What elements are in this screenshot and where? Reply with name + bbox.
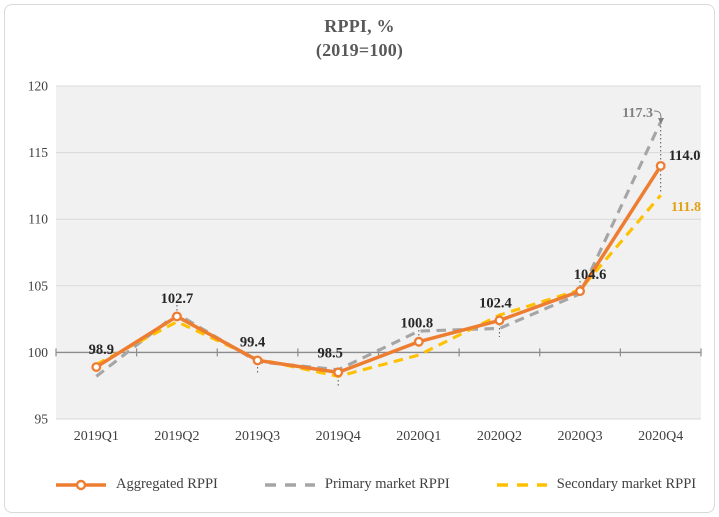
x-axis-tick-label: 2020Q3 <box>558 429 603 444</box>
data-label: 100.8 <box>401 316 434 332</box>
legend-label-primary: Primary market RPPI <box>324 476 450 492</box>
data-label: 102.4 <box>479 295 512 311</box>
y-axis-tick-label: 100 <box>28 345 49 360</box>
data-label: 99.4 <box>240 334 265 350</box>
legend-label-aggregated: Aggregated RPPI <box>116 476 218 492</box>
data-point-marker-2020Q2 <box>494 315 505 326</box>
data-point-marker-2020Q1 <box>413 336 424 347</box>
data-label: 98.9 <box>89 342 114 358</box>
x-axis-tick-label: 2019Q3 <box>235 429 280 444</box>
data-label-secondary-end: 111.8 <box>671 200 701 215</box>
callout-arrow <box>653 110 662 120</box>
legend-marker-secondary-dashed-line-icon <box>496 482 547 487</box>
legend: Aggregated RPPI Primary market RPPI Seco… <box>55 476 699 493</box>
x-axis-tick-label: 2020Q2 <box>477 429 522 444</box>
legend-item-secondary-market-rppi: Secondary market RPPI <box>496 476 696 493</box>
data-point-marker-2020Q3 <box>575 286 586 297</box>
x-axis-tick-label: 2020Q4 <box>638 429 683 444</box>
chart-title-line1: RPPI, % <box>324 16 395 36</box>
plot-background <box>56 86 701 419</box>
x-axis-tick-label: 2019Q1 <box>74 429 119 444</box>
data-point-marker-2019Q1 <box>91 362 102 373</box>
legend-marker-aggregated-line-icon <box>56 479 106 490</box>
chart-title-line2: (2019=100) <box>315 40 404 60</box>
x-axis-tick-label: 2020Q1 <box>396 429 441 444</box>
data-label: 104.6 <box>574 267 607 283</box>
x-axis-tick-label: 2019Q2 <box>154 429 199 444</box>
series-line-secondary-market-rppi <box>95 194 662 378</box>
legend-item-primary-market-rppi: Primary market RPPI <box>264 476 450 493</box>
data-label: 98.5 <box>318 345 343 361</box>
y-axis-tick-label: 120 <box>28 79 49 94</box>
data-point-marker-2019Q4 <box>333 367 344 378</box>
data-label: 114.0 <box>669 148 701 164</box>
callout-arrowhead <box>658 118 664 124</box>
legend-marker-primary-dashed-line-icon <box>264 482 315 487</box>
data-point-marker-2020Q4 <box>655 160 666 171</box>
y-axis-tick-label: 95 <box>35 412 49 427</box>
y-axis-tick-label: 110 <box>28 212 48 227</box>
series-line-primary-market-rppi <box>95 121 663 378</box>
data-point-marker-2019Q2 <box>171 311 182 322</box>
legend-label-secondary: Secondary market RPPI <box>556 476 697 492</box>
y-axis-tick-label: 115 <box>28 145 48 160</box>
data-label: 102.7 <box>161 291 194 307</box>
x-axis-tick-label: 2019Q4 <box>316 429 361 444</box>
chart-title: RPPI, % (2019=100) <box>0 14 719 62</box>
y-axis-tick-label: 105 <box>28 278 49 293</box>
legend-item-aggregated-rppi: Aggregated RPPI <box>55 476 218 493</box>
data-label-primary-end: 117.3 <box>622 106 653 121</box>
data-point-marker-2019Q3 <box>252 355 263 366</box>
series-line-aggregated-rppi <box>95 164 663 375</box>
